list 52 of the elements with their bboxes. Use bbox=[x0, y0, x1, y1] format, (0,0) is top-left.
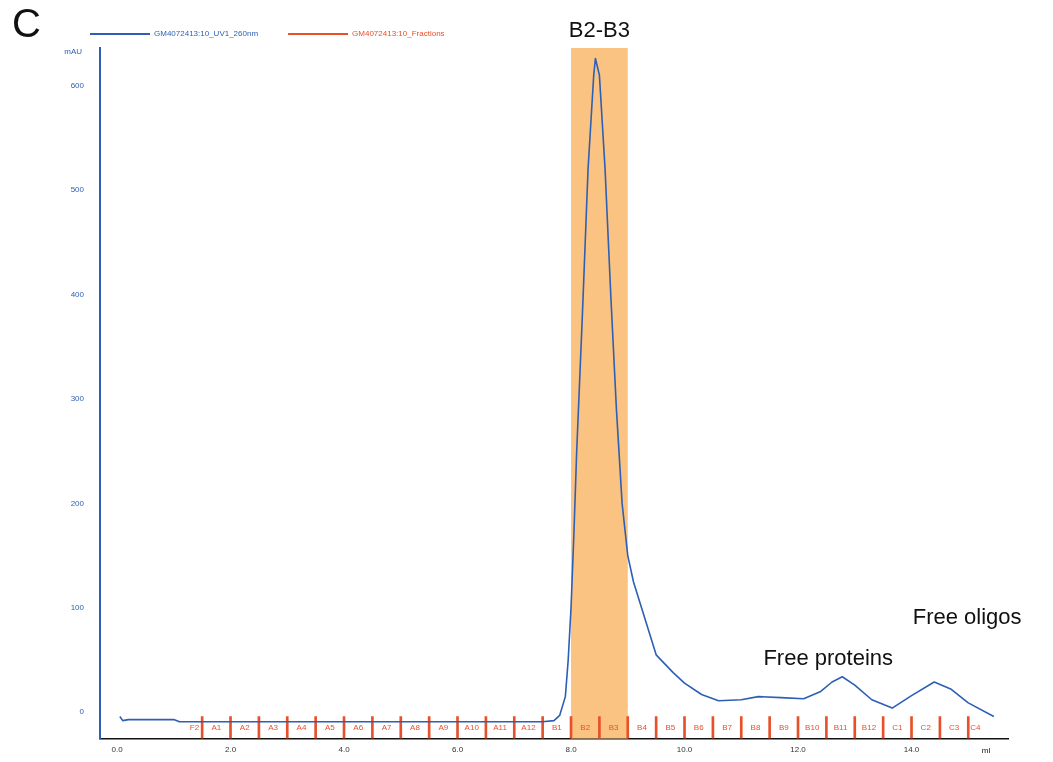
x-tick-label: 8.0 bbox=[565, 745, 578, 755]
annotation: B1 bbox=[551, 722, 563, 732]
x-tick-label: 6.0 bbox=[451, 745, 464, 755]
annotation: A9 bbox=[438, 722, 449, 732]
annotation: A8 bbox=[410, 722, 421, 732]
annotation: A3 bbox=[268, 722, 279, 732]
annotation: Free proteins bbox=[763, 645, 894, 671]
annotation: B10 bbox=[805, 722, 820, 732]
y-tick-label: 500 bbox=[70, 185, 85, 195]
annotation: B3 bbox=[608, 722, 620, 732]
x-tick-label: 14.0 bbox=[903, 745, 920, 755]
y-tick-label: 400 bbox=[70, 289, 85, 299]
annotation: A12 bbox=[521, 722, 537, 732]
annotation: A7 bbox=[381, 722, 393, 732]
annotation: C4 bbox=[970, 722, 982, 732]
x-tick-label: 2.0 bbox=[224, 745, 237, 755]
annotation: B2 bbox=[580, 722, 591, 732]
text: GM4072413:10_Fractions bbox=[352, 29, 445, 39]
annotation: A1 bbox=[211, 722, 222, 732]
y-tick-label: 300 bbox=[70, 394, 85, 404]
text: GM4072413:10_UV1_260nm bbox=[154, 29, 259, 39]
annotation: A5 bbox=[324, 722, 336, 732]
annotation: F2 bbox=[189, 722, 200, 732]
annotation: A4 bbox=[296, 722, 307, 732]
x-tick-label: 4.0 bbox=[338, 745, 351, 755]
annotation: A6 bbox=[353, 722, 364, 732]
y-tick-label: 0 bbox=[79, 707, 85, 717]
annotation: A2 bbox=[239, 722, 251, 732]
annotation: C1 bbox=[892, 722, 903, 732]
band-label: B2-B3 bbox=[568, 17, 630, 43]
annotation: B11 bbox=[833, 722, 848, 732]
x-tick-label: 12.0 bbox=[790, 745, 807, 755]
annotation: B8 bbox=[750, 722, 761, 732]
annotation: A10 bbox=[464, 722, 480, 732]
x-tick-label: 0.0 bbox=[111, 745, 124, 755]
text: C bbox=[12, 1, 41, 46]
annotation: B6 bbox=[693, 722, 705, 732]
y-tick-label: 100 bbox=[70, 603, 85, 613]
annotation: B12 bbox=[861, 722, 877, 732]
x-tick-label: 10.0 bbox=[676, 745, 693, 755]
y-tick-label: 200 bbox=[70, 498, 85, 508]
annotation: B9 bbox=[778, 722, 790, 732]
annotation: C2 bbox=[920, 722, 932, 732]
y-axis-title: mAU bbox=[64, 47, 83, 57]
annotation: C3 bbox=[948, 722, 960, 732]
annotation: A11 bbox=[493, 722, 508, 732]
annotation: B7 bbox=[722, 722, 733, 732]
y-tick-label: 600 bbox=[70, 80, 85, 90]
annotation: B5 bbox=[665, 722, 676, 732]
annotation: B4 bbox=[637, 722, 648, 732]
annotation: Free oligos bbox=[912, 604, 1022, 630]
x-axis-title: ml bbox=[981, 745, 991, 755]
